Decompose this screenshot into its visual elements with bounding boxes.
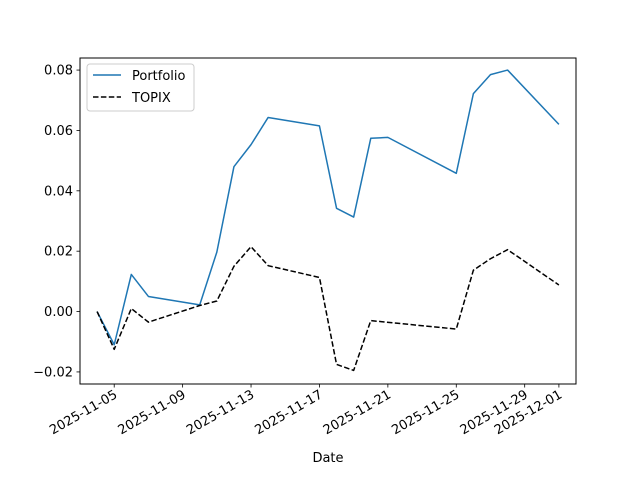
plot-area-frame <box>79 57 577 385</box>
series-layer <box>96 69 560 372</box>
series-line-portfolio <box>96 69 560 346</box>
series-line-topix <box>96 245 560 372</box>
x-axis-label: Date <box>312 451 343 466</box>
y-tick-label: 0.06 <box>44 124 73 139</box>
y-tick-label: 0.02 <box>44 245 73 260</box>
y-tick-label: 0.04 <box>44 184 73 199</box>
y-axis: −0.02 0.00 0.02 0.04 0.06 0.08 <box>33 64 80 380</box>
y-tick-label: 0.00 <box>44 305 73 320</box>
legend: Portfolio TOPIX <box>86 63 195 112</box>
legend-label-topix: TOPIX <box>131 91 171 106</box>
y-tick-label: 0.08 <box>44 64 73 79</box>
legend-label-portfolio: Portfolio <box>132 69 186 84</box>
y-tick-label: −0.02 <box>33 365 73 380</box>
